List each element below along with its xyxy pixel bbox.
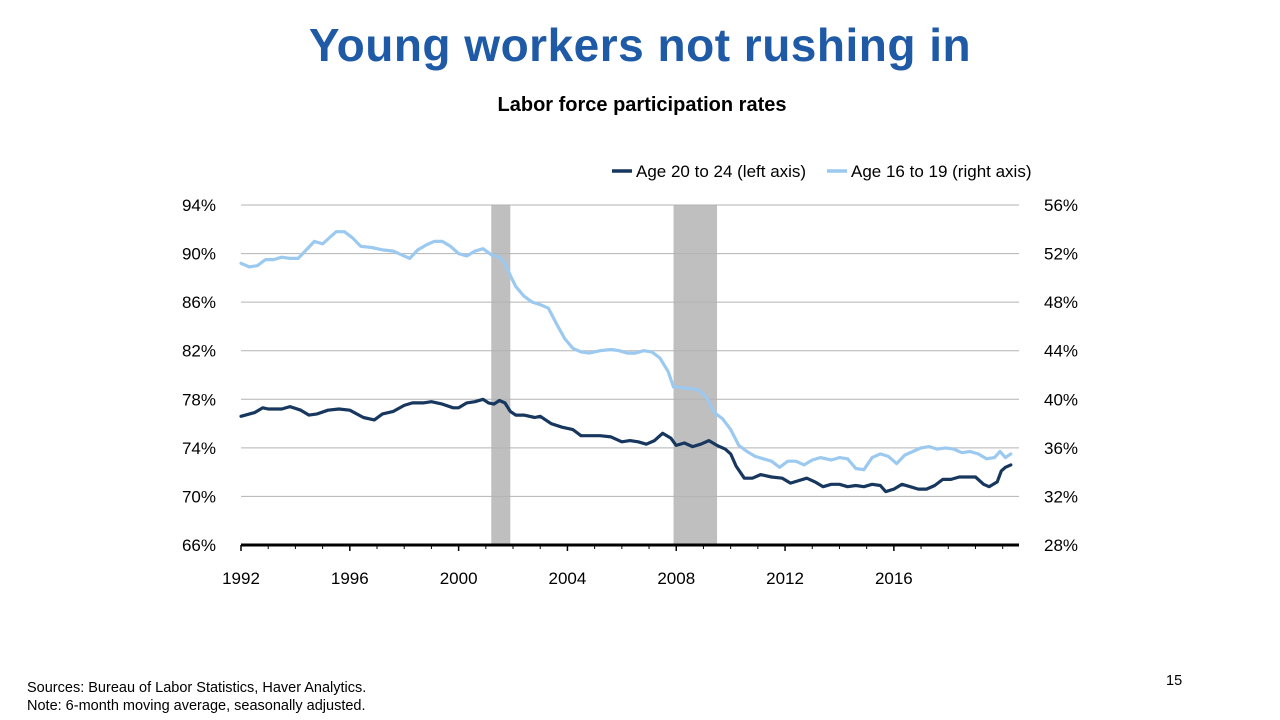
slide-title: Young workers not rushing in <box>308 19 972 71</box>
left-tick-label: 78% <box>182 390 216 409</box>
series-line-age-20-24 <box>239 397 1013 494</box>
legend-label-0: Age 20 to 24 (left axis) <box>636 162 806 181</box>
right-tick-label: 56% <box>1044 196 1078 215</box>
x-tick-label: 2016 <box>875 569 913 588</box>
footer-notes: Sources: Bureau of Labor Statistics, Hav… <box>27 679 366 715</box>
chart-title: Labor force participation rates <box>497 94 787 116</box>
left-tick-label: 90% <box>182 245 216 264</box>
legend-label-1: Age 16 to 19 (right axis) <box>851 162 1031 181</box>
x-tick-label: 1992 <box>222 569 260 588</box>
right-tick-label: 36% <box>1044 439 1078 458</box>
right-tick-label: 48% <box>1044 293 1078 312</box>
recession-band-1 <box>673 205 718 545</box>
sources-text: Sources: Bureau of Labor Statistics, Hav… <box>27 680 367 696</box>
recession-band-0 <box>491 205 511 545</box>
right-tick-label: 40% <box>1044 390 1078 409</box>
right-tick-label: 44% <box>1044 342 1078 361</box>
x-tick-label: 2008 <box>657 569 695 588</box>
left-tick-label: 70% <box>182 487 216 506</box>
x-tick-label: 1996 <box>331 569 369 588</box>
x-tick-label: 2012 <box>766 569 804 588</box>
left-tick-label: 94% <box>182 196 216 215</box>
series-line-age-16-19 <box>239 230 1013 472</box>
x-tick-label: 2000 <box>440 569 478 588</box>
left-tick-label: 74% <box>182 439 216 458</box>
right-tick-label: 28% <box>1044 536 1078 555</box>
page-number: 15 <box>1166 673 1183 689</box>
note-text: Note: 6-month moving average, seasonally… <box>27 698 366 714</box>
right-tick-label: 32% <box>1044 487 1078 506</box>
left-tick-label: 82% <box>182 342 216 361</box>
left-tick-label: 66% <box>182 536 216 555</box>
right-tick-label: 52% <box>1044 245 1078 264</box>
x-tick-label: 2004 <box>549 569 587 588</box>
left-tick-label: 86% <box>182 293 216 312</box>
